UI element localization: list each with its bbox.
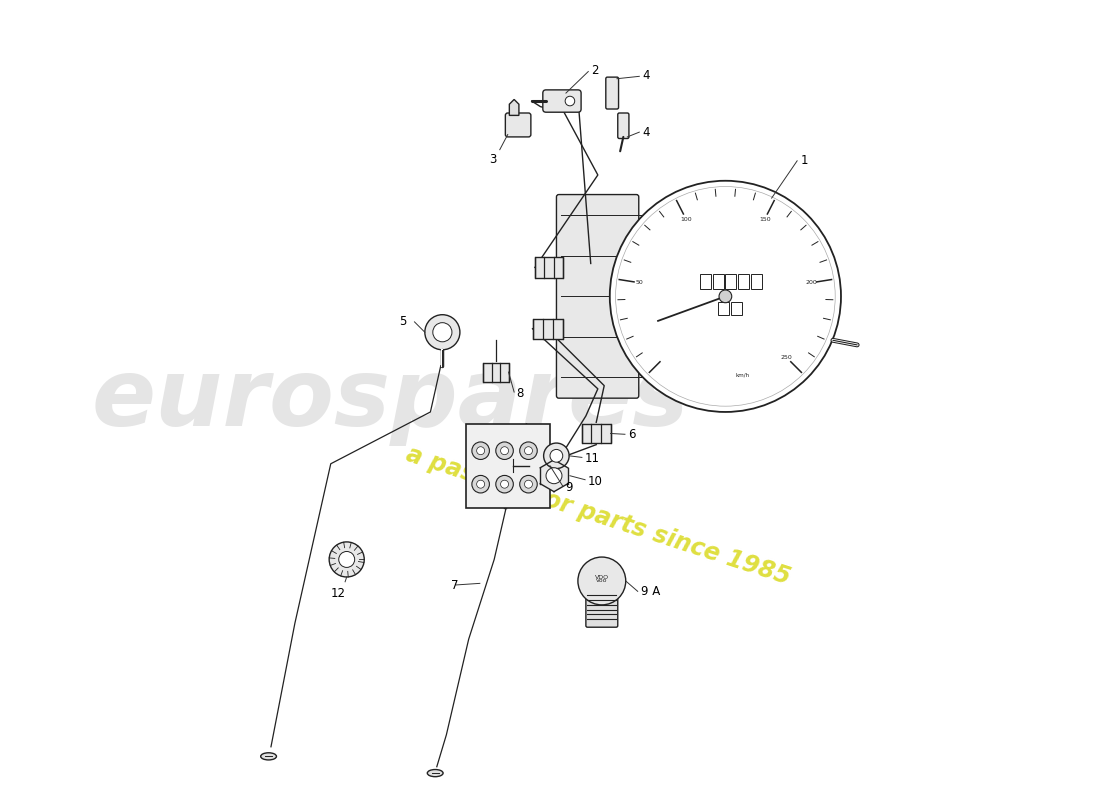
Circle shape xyxy=(546,468,562,484)
Text: 200: 200 xyxy=(805,280,817,286)
Circle shape xyxy=(496,442,514,459)
Bar xyxy=(751,274,762,290)
Text: 250: 250 xyxy=(781,355,793,360)
Text: 50: 50 xyxy=(636,280,644,286)
Text: 7: 7 xyxy=(451,579,459,592)
Text: 1: 1 xyxy=(801,154,808,167)
Text: 6: 6 xyxy=(628,428,636,441)
Circle shape xyxy=(500,480,508,488)
Circle shape xyxy=(543,443,569,469)
Polygon shape xyxy=(532,318,563,338)
Circle shape xyxy=(425,314,460,350)
Circle shape xyxy=(500,446,508,454)
Circle shape xyxy=(476,446,485,454)
Circle shape xyxy=(496,475,514,493)
Text: 4: 4 xyxy=(642,69,650,82)
Bar xyxy=(738,274,749,290)
FancyBboxPatch shape xyxy=(618,113,629,138)
Circle shape xyxy=(578,557,626,605)
Circle shape xyxy=(550,450,563,462)
Circle shape xyxy=(432,322,452,342)
FancyBboxPatch shape xyxy=(466,424,550,508)
Circle shape xyxy=(519,475,537,493)
Text: 12: 12 xyxy=(330,586,345,599)
Polygon shape xyxy=(540,460,568,492)
FancyBboxPatch shape xyxy=(606,77,618,109)
Text: 2: 2 xyxy=(592,64,600,78)
Text: 11: 11 xyxy=(584,453,600,466)
Text: 150: 150 xyxy=(759,217,771,222)
Bar xyxy=(718,302,729,315)
Bar xyxy=(713,274,724,290)
Polygon shape xyxy=(509,99,519,115)
Circle shape xyxy=(719,290,732,302)
Text: 9: 9 xyxy=(565,481,573,494)
FancyBboxPatch shape xyxy=(557,194,639,398)
Circle shape xyxy=(329,542,364,577)
Ellipse shape xyxy=(427,770,443,777)
Circle shape xyxy=(472,475,490,493)
Text: 8: 8 xyxy=(517,387,524,400)
Circle shape xyxy=(476,480,485,488)
Bar xyxy=(732,302,742,315)
Circle shape xyxy=(525,480,532,488)
Polygon shape xyxy=(535,258,563,278)
Circle shape xyxy=(525,446,532,454)
Bar xyxy=(725,274,736,290)
Text: 5: 5 xyxy=(399,315,407,328)
Text: VDO: VDO xyxy=(595,575,609,580)
Polygon shape xyxy=(582,424,610,443)
Text: 9 A: 9 A xyxy=(641,585,660,598)
FancyBboxPatch shape xyxy=(542,90,581,112)
Text: eurospares: eurospares xyxy=(91,354,690,446)
Circle shape xyxy=(472,442,490,459)
Text: 3: 3 xyxy=(488,153,496,166)
Bar xyxy=(700,274,711,290)
Ellipse shape xyxy=(261,753,276,760)
Circle shape xyxy=(609,181,842,412)
Circle shape xyxy=(519,442,537,459)
Circle shape xyxy=(339,551,354,567)
Polygon shape xyxy=(483,362,508,382)
FancyBboxPatch shape xyxy=(505,113,531,137)
FancyBboxPatch shape xyxy=(586,594,618,627)
Circle shape xyxy=(565,96,574,106)
Text: 4: 4 xyxy=(642,126,650,138)
Text: km/h: km/h xyxy=(736,373,750,378)
Text: a passion for parts since 1985: a passion for parts since 1985 xyxy=(403,442,793,590)
Text: 100: 100 xyxy=(680,217,692,222)
Text: voo: voo xyxy=(596,578,607,583)
Text: 10: 10 xyxy=(587,475,603,488)
